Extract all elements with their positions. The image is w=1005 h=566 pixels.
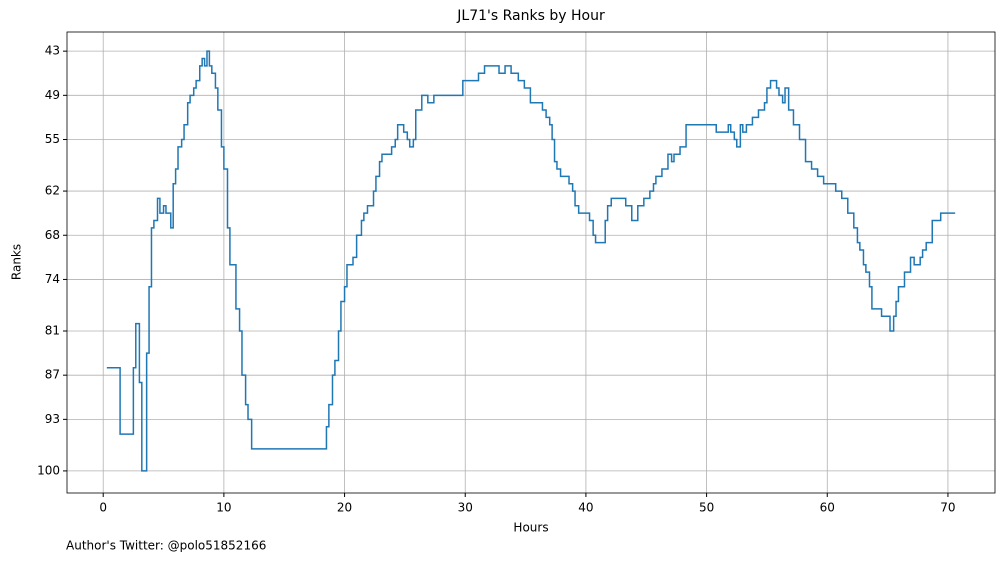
y-tick-label: 87 [45,368,60,382]
chart-title: JL71's Ranks by Hour [456,8,605,24]
x-tick-label: 30 [458,501,473,515]
y-tick-label: 62 [45,184,60,198]
y-tick-label: 93 [45,412,60,426]
footnote: Author's Twitter: @polo51852166 [66,539,266,553]
y-axis-label: Ranks [10,244,24,280]
y-tick-label: 100 [37,463,60,477]
x-tick-label: 10 [216,501,231,515]
x-tick-label: 50 [699,501,714,515]
plot-frame [66,31,996,494]
line-series [106,50,956,472]
x-axis-label: Hours [513,521,548,535]
y-tick-label: 81 [45,323,60,337]
x-tick-label: 60 [820,501,835,515]
x-tick-label: 70 [940,501,955,515]
x-tick-label: 20 [337,501,352,515]
x-tick-label: 0 [99,501,107,515]
x-tick-label: 40 [578,501,593,515]
y-tick-label: 68 [45,228,60,242]
y-tick-label: 49 [45,88,60,102]
y-tick-label: 55 [45,132,60,146]
y-tick-label: 74 [45,272,60,286]
y-tick-label: 43 [45,44,60,58]
